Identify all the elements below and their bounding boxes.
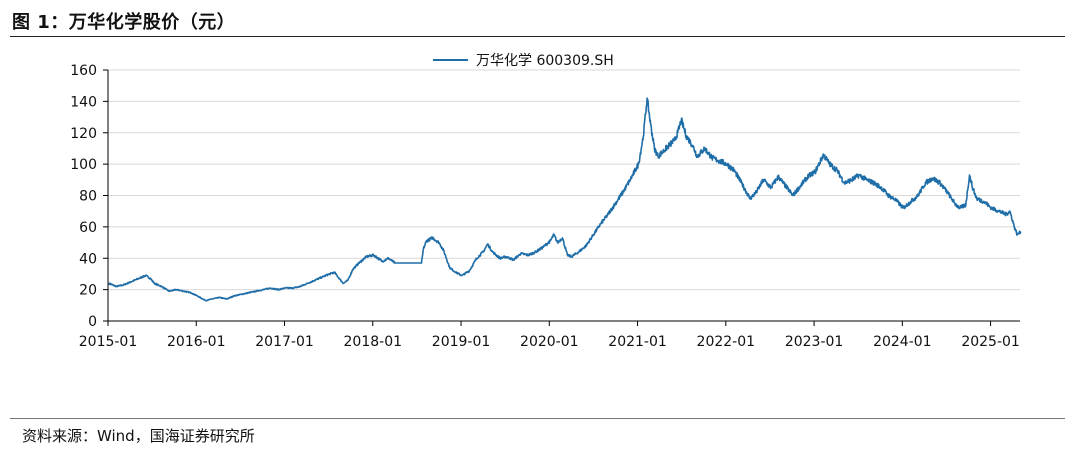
x-tick-label: 2024-01 [873,334,932,350]
legend: 万华化学 600309.SH [433,53,614,69]
y-tick-label: 120 [70,126,97,142]
price-chart: 0 20 40 60 80 100 120 140 160 2015-01 2016-01 2017-… [70,53,1022,350]
y-tick-label: 0 [88,314,97,330]
axes: 0 20 40 60 80 100 120 140 160 2015-01 2016-01 2017-… [70,63,1020,350]
figure-title: 图 1：万华化学股价（元） [12,12,236,33]
x-tick-label: 2022-01 [697,334,756,350]
source-note: 资料来源：Wind，国海证券研究所 [22,427,255,445]
series-layer [108,97,1022,302]
x-tick-label: 2021-01 [608,334,667,350]
y-tick-label: 140 [70,94,97,110]
y-tick-label: 40 [79,251,97,267]
series-line [108,97,1022,302]
x-tick-label: 2020-01 [520,334,579,350]
x-tick-label: 2016-01 [167,334,226,350]
x-tick-label: 2025-01 [961,334,1020,350]
x-tick-label: 2019-01 [432,334,491,350]
footer-divider [10,418,1065,419]
y-tick-label: 160 [70,63,97,79]
x-tick-label: 2023-01 [785,334,844,350]
y-tick-label: 60 [79,220,97,236]
x-tick-label: 2015-01 [79,334,138,350]
grid-lines [108,69,1020,291]
legend-label: 万华化学 600309.SH [476,53,614,69]
title-divider [10,36,1065,37]
y-tick-label: 100 [70,157,97,173]
y-tick-label: 20 [79,283,97,299]
x-tick-label: 2018-01 [344,334,403,350]
x-tick-label: 2017-01 [255,334,314,350]
y-tick-label: 80 [79,189,97,205]
